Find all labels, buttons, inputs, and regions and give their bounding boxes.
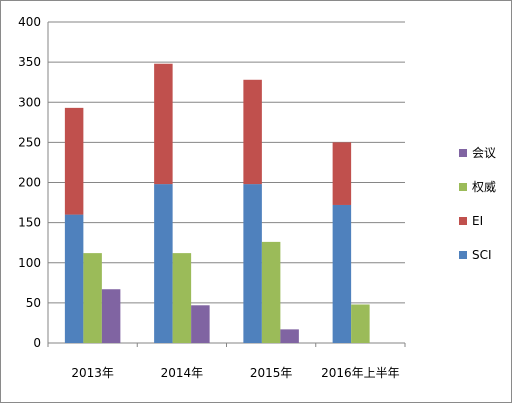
- legend-label: 会议: [472, 146, 496, 160]
- legend-swatch-SCI: [459, 251, 467, 259]
- y-tick-label: 150: [18, 216, 41, 230]
- y-tick-label: 250: [18, 135, 41, 149]
- bar-SCI: [243, 184, 262, 343]
- bar-权威: [172, 253, 192, 343]
- y-tick-label: 350: [18, 55, 41, 69]
- bar-EI: [332, 142, 352, 205]
- y-tick-label: 50: [26, 296, 41, 310]
- y-tick-label: 100: [18, 256, 41, 270]
- y-tick-label: 400: [18, 15, 41, 29]
- legend-swatch-会议: [459, 149, 467, 157]
- legend-label: SCI: [472, 248, 492, 262]
- x-tick-label: 2016年上半年: [321, 366, 400, 380]
- bar-SCI: [332, 204, 352, 343]
- bar-EI: [243, 79, 262, 185]
- x-tick-label: 2013年: [71, 366, 114, 380]
- x-tick-label: 2015年: [250, 366, 293, 380]
- y-tick-label: 0: [33, 336, 41, 350]
- bar-SCI: [154, 184, 173, 343]
- legend-swatch-EI: [459, 217, 467, 225]
- bar-权威: [261, 241, 281, 343]
- bar-会议: [280, 329, 299, 343]
- bar-权威: [351, 304, 370, 343]
- legend-label: 权威: [472, 180, 496, 194]
- bar-SCI: [64, 214, 84, 343]
- bar-EI: [154, 63, 173, 185]
- legend-label: EI: [472, 214, 483, 228]
- bar-会议: [191, 305, 210, 343]
- y-tick-label: 300: [18, 95, 41, 109]
- bar-权威: [83, 253, 102, 343]
- y-tick-label: 200: [18, 176, 41, 190]
- bar-EI: [64, 107, 84, 215]
- legend-swatch-权威: [459, 183, 467, 191]
- bar-会议: [101, 289, 121, 343]
- x-tick-label: 2014年: [161, 366, 204, 380]
